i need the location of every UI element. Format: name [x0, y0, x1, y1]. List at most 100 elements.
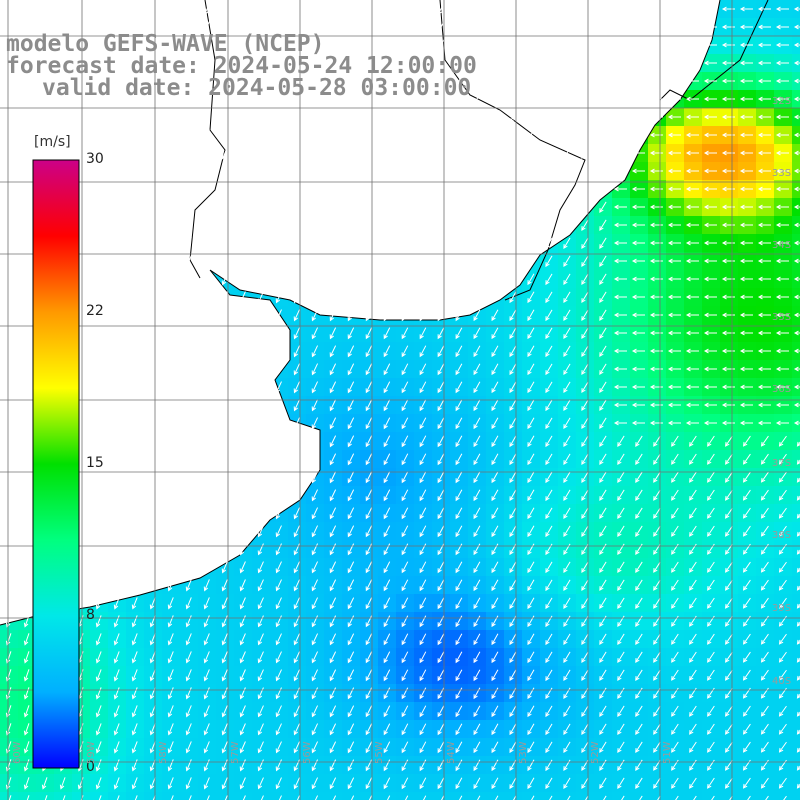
wind-arrow: [113, 489, 120, 502]
wind-arrow: [293, 579, 300, 592]
wind-arrow: [631, 186, 645, 192]
wind-arrow: [95, 705, 102, 718]
wind-arrow: [203, 165, 210, 178]
wind-arrow: [149, 237, 156, 250]
wind-arrow: [545, 147, 553, 160]
wind-arrow: [437, 633, 445, 646]
wind-arrow: [563, 237, 571, 250]
wind-arrow: [599, 219, 607, 231]
wind-arrow: [113, 201, 120, 214]
wind-arrow: [527, 597, 535, 610]
wind-arrow: [185, 147, 192, 160]
wind-arrow: [631, 258, 645, 264]
wind-arrow: [311, 687, 319, 700]
wind-arrow: [599, 471, 607, 483]
wind-arrow: [95, 201, 102, 214]
wind-arrow: [509, 39, 517, 52]
wind-arrow: [203, 3, 210, 16]
wind-arrow: [437, 597, 445, 610]
wind-arrow: [383, 183, 391, 196]
wind-arrow: [221, 597, 228, 610]
wind-arrow: [329, 435, 337, 448]
wind-arrow: [563, 363, 571, 376]
wind-arrow: [437, 75, 445, 88]
wind-arrow: [113, 561, 120, 574]
wind-arrow: [185, 381, 192, 394]
wind-arrow: [149, 777, 156, 790]
wind-arrow: [347, 615, 355, 628]
wind-arrow: [383, 75, 391, 88]
wind-arrow: [203, 21, 210, 34]
wind-arrow: [527, 309, 535, 322]
wind-arrow: [491, 507, 499, 520]
wind-arrow: [527, 201, 535, 214]
wind-arrow: [401, 453, 409, 466]
wind-arrow: [167, 3, 174, 16]
wind-arrow: [581, 111, 589, 124]
wind-cell: [324, 792, 343, 800]
wind-arrow: [203, 507, 210, 520]
wind-arrow: [742, 507, 751, 519]
wind-arrow: [131, 345, 138, 358]
wind-arrow: [649, 402, 663, 408]
wind-arrow: [563, 39, 571, 52]
wind-arrow: [599, 597, 607, 609]
wind-arrow: [131, 147, 138, 160]
wind-arrow: [347, 327, 355, 340]
wind-arrow: [707, 471, 715, 483]
wind-arrow: [649, 60, 663, 66]
wind-arrow: [257, 39, 264, 52]
wind-arrow: [131, 327, 138, 340]
wind-arrow: [329, 579, 337, 592]
wind-arrow: [239, 615, 246, 628]
wind-arrow: [113, 705, 120, 718]
wind-arrow: [167, 237, 174, 250]
wind-arrow: [491, 165, 499, 178]
wind-arrow: [613, 150, 627, 156]
wind-arrow: [221, 417, 228, 430]
wind-arrow: [347, 579, 355, 592]
wind-arrow: [113, 777, 120, 790]
wind-arrow: [401, 39, 409, 52]
wind-arrow: [113, 363, 120, 376]
wind-arrow: [491, 633, 499, 646]
wind-arrow: [401, 507, 409, 520]
wind-arrow: [437, 57, 445, 70]
wind-arrow: [275, 147, 282, 160]
wind-arrow: [473, 525, 481, 538]
wind-arrow: [631, 366, 645, 372]
wind-arrow: [383, 705, 391, 718]
wind-arrow: [365, 561, 373, 574]
wind-arrow: [149, 543, 156, 556]
wind-arrow: [563, 147, 571, 160]
wind-cell: [468, 792, 487, 800]
wind-arrow: [185, 471, 192, 484]
wind-arrow: [311, 255, 319, 268]
wind-arrow: [567, 795, 571, 800]
wind-arrow: [401, 705, 409, 718]
wind-arrow: [742, 705, 751, 717]
wind-arrow: [455, 111, 463, 124]
wind-arrow: [275, 273, 282, 286]
wind-arrow: [509, 219, 517, 232]
lat-label: 40S: [772, 676, 792, 687]
wind-arrow: [631, 24, 645, 30]
wind-arrow: [653, 651, 661, 663]
wind-arrow: [311, 309, 319, 322]
wind-arrow: [401, 111, 409, 124]
wind-arrow: [778, 777, 787, 789]
wind-cell: [144, 792, 163, 800]
wind-arrow: [23, 381, 30, 394]
wind-arrow: [365, 615, 373, 628]
wind-arrow: [437, 273, 445, 286]
wind-arrow: [329, 273, 337, 286]
wind-arrow: [703, 96, 717, 102]
wind-arrow: [113, 129, 120, 142]
wind-arrow: [635, 669, 643, 681]
wind-arrow: [23, 21, 30, 34]
wind-arrow: [365, 93, 373, 106]
wind-arrow: [239, 651, 246, 664]
wind-arrow: [419, 687, 427, 700]
wind-arrow: [491, 759, 499, 772]
wind-arrow: [257, 111, 264, 124]
